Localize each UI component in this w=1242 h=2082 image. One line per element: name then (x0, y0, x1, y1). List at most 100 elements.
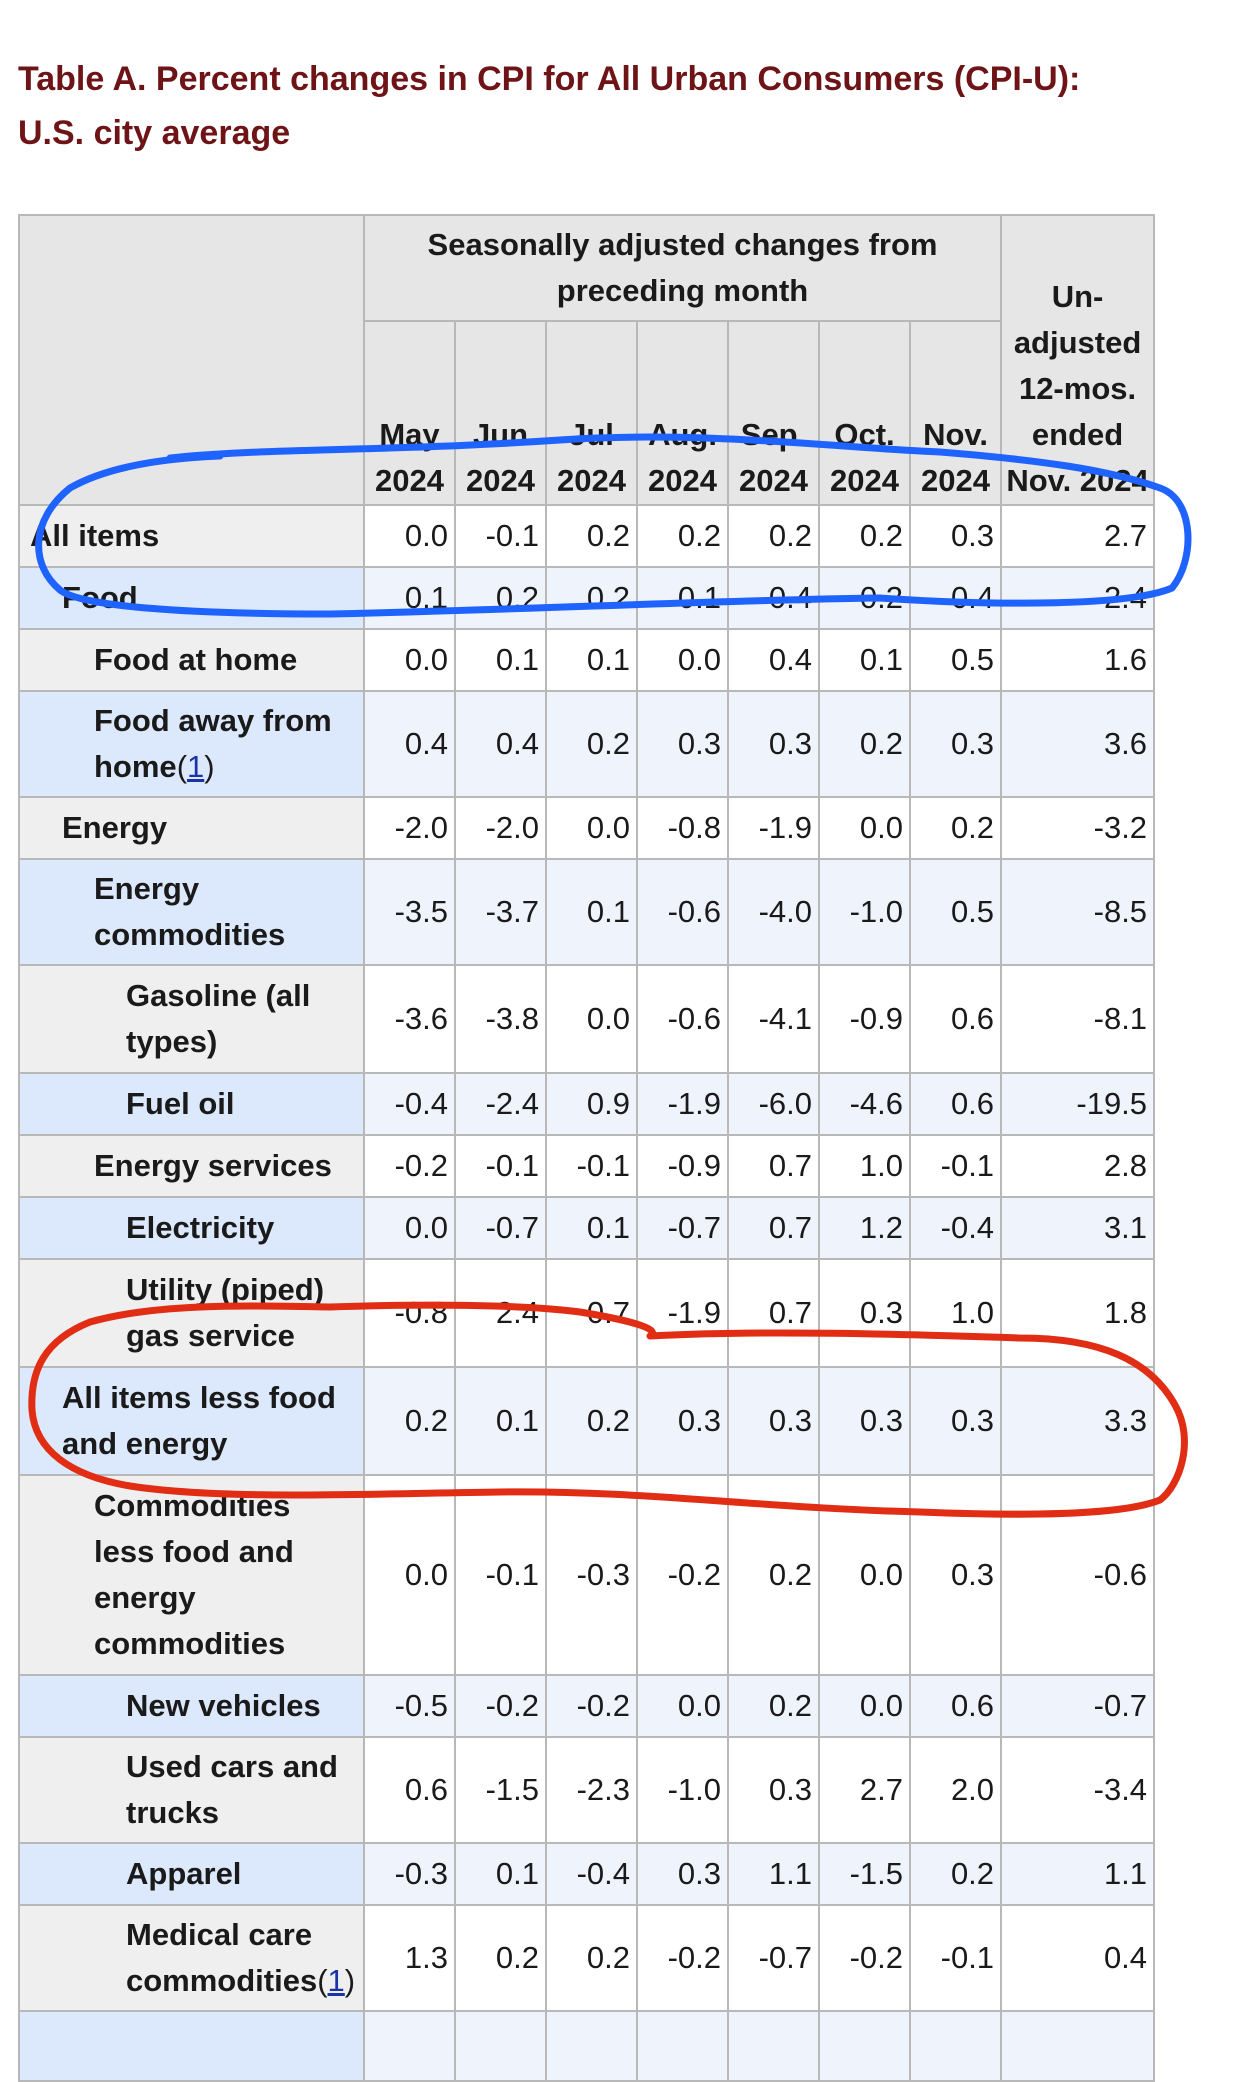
row-label: Food at home (18, 628, 365, 692)
cell-monthly-change: -0.2 (818, 1904, 911, 2012)
table-row: Energy services -0.2 -0.1 -0.1 -0.9 0.7 1.0 -0.… (18, 1134, 1156, 1198)
cell-monthly-change: 0.2 (727, 1674, 820, 1738)
cell-monthly-change: 0.1 (363, 566, 456, 630)
cell-monthly-change: -0.4 (363, 1072, 456, 1136)
row-label: Gasoline (all types) (18, 964, 365, 1074)
table-row: All items less food and energy 0.2 0.1 0.2 0… (18, 1366, 1156, 1476)
row-label-text: Gasoline (all types) (126, 978, 311, 1059)
table-row: Used cars and trucks 0.6 -1.5 -2.3 -1.0 0.3 2.… (18, 1736, 1156, 1844)
cell-monthly-change: -0.4 (908, 1196, 1003, 1260)
cell-12mo-change (1000, 2010, 1156, 2082)
header-month-name: Sep. (740, 417, 807, 452)
row-label-text: All items (30, 518, 160, 553)
cell-monthly-change: -0.1 (454, 1474, 547, 1676)
cell-12mo-change: -8.1 (1000, 964, 1156, 1074)
table-row: New vehicles -0.5 -0.2 -0.2 0.0 0.2 0.0 0.6 -0.7 (18, 1674, 1156, 1738)
table-row: Commodities less food and energy commodi… (18, 1474, 1156, 1676)
cell-monthly-change: 0.0 (545, 796, 638, 860)
header-month: Oct. 2024 (818, 320, 911, 506)
cell-monthly-change (545, 2010, 638, 2082)
cell-monthly-change: -0.7 (636, 1196, 729, 1260)
row-label: Fuel oil (18, 1072, 365, 1136)
cell-monthly-change: 0.1 (545, 858, 638, 966)
cell-monthly-change: 0.1 (818, 628, 911, 692)
cell-monthly-change (818, 2010, 911, 2082)
row-label-text: Apparel (126, 1856, 242, 1891)
cell-monthly-change: 0.0 (363, 1196, 456, 1260)
cell-monthly-change: -4.1 (727, 964, 820, 1074)
cell-12mo-change: -3.4 (1000, 1736, 1156, 1844)
cell-monthly-change: 0.4 (727, 628, 820, 692)
cell-monthly-change: 0.0 (545, 964, 638, 1074)
cell-monthly-change: 0.0 (363, 504, 456, 568)
footnote-link[interactable]: 1 (187, 749, 205, 784)
cell-monthly-change: -0.3 (363, 1842, 456, 1906)
table-row: Fuel oil -0.4 -2.4 0.9 -1.9 -6.0 -4.6 0.6 -19.5 (18, 1072, 1156, 1136)
header-month-year: 2024 (466, 463, 535, 498)
cell-monthly-change: 0.0 (818, 796, 911, 860)
cell-monthly-change: -0.6 (636, 858, 729, 966)
cell-monthly-change: 0.3 (636, 1842, 729, 1906)
cell-monthly-change: 2.0 (908, 1736, 1003, 1844)
row-label-text: Used cars and trucks (126, 1749, 338, 1830)
header-group-seasonally-adjusted: Seasonally adjusted changes from precedi… (362, 214, 1003, 322)
cell-monthly-change: 1.0 (818, 1134, 911, 1198)
cell-monthly-change: 1.2 (818, 1196, 911, 1260)
cell-monthly-change: 0.0 (636, 1674, 729, 1738)
cell-12mo-change: 2.7 (1000, 504, 1156, 568)
cell-monthly-change: 0.3 (908, 504, 1003, 568)
table-row: Medical care commodities(1) 1.3 0.2 0.2 -0.2… (18, 1904, 1156, 2012)
header-month-year: 2024 (648, 463, 717, 498)
cell-12mo-change: 0.4 (1000, 1904, 1156, 2012)
cell-monthly-change: -0.2 (454, 1674, 547, 1738)
cell-monthly-change (636, 2010, 729, 2082)
header-month: Aug. 2024 (636, 320, 729, 506)
cell-monthly-change: 0.7 (545, 1258, 638, 1368)
cell-monthly-change: -1.9 (727, 796, 820, 860)
header-month: Jul 2024 (545, 320, 638, 506)
cell-monthly-change: 0.7 (727, 1134, 820, 1198)
row-label: Medical care commodities(1) (18, 1904, 365, 2012)
cell-monthly-change: -0.4 (545, 1842, 638, 1906)
row-label: Energy commodities (18, 858, 365, 966)
cell-12mo-change: -3.2 (1000, 796, 1156, 860)
footnote-link[interactable]: 1 (327, 1963, 345, 1998)
table-row: Apparel -0.3 0.1 -0.4 0.3 1.1 -1.5 0.2 1.1 (18, 1842, 1156, 1906)
table-row: Electricity 0.0 -0.7 0.1 -0.7 0.7 1.2 -0.4 3.1 (18, 1196, 1156, 1260)
header-month-name: May (379, 417, 440, 452)
row-label-text: Medical care commodities (126, 1917, 318, 1998)
cell-monthly-change: 0.2 (727, 1474, 820, 1676)
cell-monthly-change: -1.0 (636, 1736, 729, 1844)
cell-monthly-change: 0.3 (636, 690, 729, 798)
cell-12mo-change: -0.6 (1000, 1474, 1156, 1676)
cell-12mo-change: 1.1 (1000, 1842, 1156, 1906)
cell-monthly-change: 0.2 (454, 566, 547, 630)
table-row (18, 2010, 1156, 2082)
cell-monthly-change: -0.1 (908, 1134, 1003, 1198)
row-label-text: Energy services (94, 1148, 332, 1183)
cell-monthly-change: -0.1 (454, 1134, 547, 1198)
cell-monthly-change: -0.9 (636, 1134, 729, 1198)
row-label: Energy (18, 796, 365, 860)
cpi-table: Seasonally adjusted changes from precedi… (18, 214, 1156, 2082)
cell-12mo-change: -19.5 (1000, 1072, 1156, 1136)
header-unadjusted: Un-adjusted 12-mos. ended Nov. 2024 (1000, 214, 1156, 506)
row-label: Used cars and trucks (18, 1736, 365, 1844)
row-label: New vehicles (18, 1674, 365, 1738)
cell-monthly-change (454, 2010, 547, 2082)
cell-monthly-change: -0.2 (636, 1474, 729, 1676)
cell-monthly-change: 0.2 (908, 1842, 1003, 1906)
row-label: Food (18, 566, 365, 630)
cell-12mo-change: 1.8 (1000, 1258, 1156, 1368)
row-label-text: New vehicles (126, 1688, 321, 1723)
title-line-2: U.S. city average (18, 114, 291, 152)
cell-monthly-change: 2.7 (818, 1736, 911, 1844)
cell-monthly-change: 0.0 (363, 628, 456, 692)
cell-monthly-change: -0.7 (454, 1196, 547, 1260)
cell-monthly-change: -0.2 (363, 1134, 456, 1198)
table-body: All items 0.0 -0.1 0.2 0.2 0.2 0.2 0.3 2.7 Food 0.… (18, 504, 1156, 2082)
row-label-text: Electricity (126, 1210, 275, 1245)
header-month: May 2024 (363, 320, 456, 506)
header-month: Nov. 2024 (908, 320, 1003, 506)
row-label: All items less food and energy (18, 1366, 365, 1476)
